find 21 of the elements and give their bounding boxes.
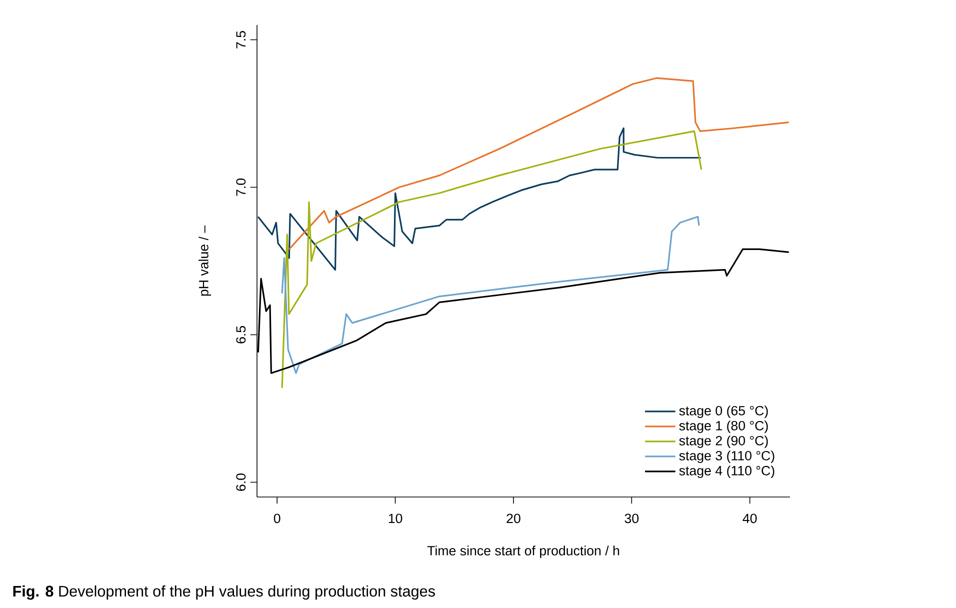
legend-label: stage 0 (65 °C) (679, 406, 768, 418)
y-tick-label: 7.5 (236, 31, 246, 48)
x-tick-label: 40 (742, 514, 757, 524)
legend-label: stage 3 (110 °C) (679, 450, 774, 464)
line-series (288, 77, 790, 250)
legend-label: stage 4 (110 °C) (679, 466, 774, 478)
x-tick-label: 0 (274, 514, 280, 524)
x-tick-label: 30 (624, 514, 639, 524)
y-tick-label: 6.0 (236, 473, 246, 491)
x-tick-label: 20 (506, 514, 520, 524)
y-tick-label: 7.0 (236, 178, 246, 196)
legend-label: stage 2 (90 °C) (679, 436, 768, 448)
y-axis-title: pH value / – (198, 225, 212, 296)
x-tick-label: 10 (388, 514, 402, 524)
y-tick-label: 6.5 (236, 326, 246, 344)
line-series (281, 216, 700, 374)
legend-label: stage 1 (80 °C) (679, 420, 768, 434)
x-axis-title: Time since start of production / h (427, 546, 620, 558)
text: Fig. 8 Development of the pH values during production stages (13, 585, 435, 600)
line-series (281, 130, 702, 389)
line-series (257, 127, 702, 271)
